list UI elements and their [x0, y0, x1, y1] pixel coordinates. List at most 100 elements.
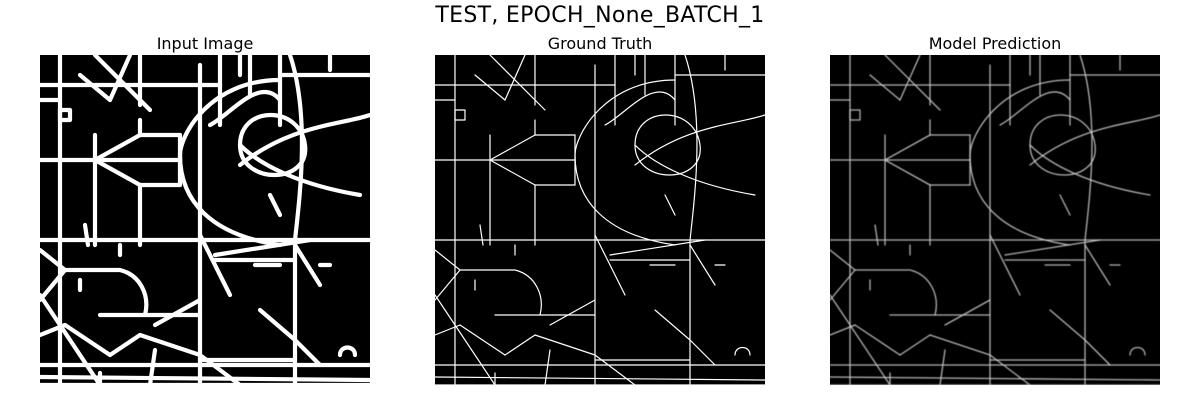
- road-segment: [594, 354, 636, 385]
- input-image: [40, 55, 370, 385]
- road-segment: [292, 337, 323, 368]
- road-segment: [1029, 114, 1160, 166]
- panel-title-prediction: Model Prediction: [928, 34, 1062, 53]
- road-segment: [939, 349, 946, 385]
- road-segment: [237, 142, 363, 198]
- panel-ground-truth: Ground Truth: [435, 33, 765, 385]
- road-segment: [830, 269, 856, 301]
- road-segment: [929, 334, 991, 356]
- road-segment: [854, 324, 901, 356]
- road-segment: [899, 55, 921, 101]
- road-segment: [489, 134, 536, 161]
- road-network: [40, 55, 370, 385]
- road-segment: [969, 79, 1071, 246]
- road-segment: [1079, 55, 1093, 241]
- panel-model-prediction: Model Prediction: [830, 33, 1160, 385]
- road-segment: [899, 334, 931, 356]
- road-segment: [40, 292, 103, 385]
- road-segment: [1084, 339, 1111, 366]
- road-segment: [40, 322, 68, 338]
- road-segment: [197, 232, 233, 298]
- road-segment: [435, 294, 496, 385]
- road-segment: [1029, 144, 1151, 196]
- road-segment: [287, 55, 305, 243]
- road-segment: [435, 269, 461, 301]
- road-segment: [459, 324, 506, 356]
- road-segment: [534, 334, 596, 356]
- road-segment: [689, 244, 716, 286]
- road-segment: [664, 194, 676, 216]
- road-segment: [459, 269, 542, 316]
- road-segment: [884, 134, 931, 161]
- road-segment: [504, 55, 526, 101]
- road-segment: [684, 55, 698, 241]
- road-segment: [504, 334, 536, 356]
- road-segment: [869, 74, 901, 101]
- road-segment: [77, 72, 113, 103]
- road-segment: [40, 267, 68, 303]
- road-segment: [82, 222, 91, 248]
- road-segment: [830, 376, 1160, 381]
- road-segment: [634, 114, 701, 176]
- road-segment: [989, 354, 1031, 385]
- road-segment: [830, 324, 856, 336]
- road-segment: [594, 234, 626, 296]
- road-segment: [549, 299, 596, 326]
- road-segment: [849, 109, 861, 121]
- road-segment: [435, 324, 461, 336]
- road-network: [830, 55, 1160, 385]
- road-segment: [237, 112, 308, 177]
- panel-title-ground-truth: Ground Truth: [547, 34, 653, 53]
- road-segment: [634, 114, 765, 166]
- road-segment: [92, 157, 143, 188]
- road-segment: [337, 345, 358, 358]
- model-prediction-image: [830, 55, 1160, 385]
- road-segment: [1049, 309, 1086, 341]
- road-network: [435, 55, 765, 385]
- road-segment: [609, 239, 706, 256]
- road-segment: [489, 159, 536, 186]
- road-segment: [604, 91, 676, 126]
- road-segment: [884, 159, 931, 186]
- road-segment: [40, 374, 370, 383]
- road-segment: [1004, 239, 1101, 256]
- road-segment: [137, 332, 203, 358]
- road-segment: [92, 132, 143, 163]
- road-segment: [944, 299, 991, 326]
- road-segment: [1084, 244, 1111, 286]
- road-segment: [207, 90, 283, 128]
- road-segment: [177, 77, 283, 248]
- road-segment: [62, 322, 113, 358]
- road-segment: [257, 307, 298, 343]
- road-segment: [267, 192, 283, 218]
- road-segment: [884, 55, 941, 111]
- road-segment: [152, 297, 203, 328]
- road-segment: [634, 144, 756, 196]
- road-segment: [237, 112, 370, 168]
- road-segment: [62, 267, 149, 318]
- panel-input-image: Input Image: [40, 33, 370, 385]
- road-segment: [107, 332, 143, 358]
- panel-title-input: Input Image: [156, 34, 254, 53]
- road-segment: [435, 249, 461, 271]
- road-segment: [292, 242, 323, 288]
- road-segment: [830, 249, 856, 271]
- road-segment: [999, 91, 1071, 126]
- road-segment: [454, 109, 466, 121]
- road-segment: [830, 294, 891, 385]
- road-segment: [1029, 114, 1096, 176]
- road-segment: [479, 224, 484, 246]
- road-segment: [474, 74, 506, 101]
- road-segment: [435, 376, 765, 381]
- road-segment: [989, 234, 1021, 296]
- road-segment: [1129, 346, 1146, 356]
- road-segment: [689, 339, 716, 366]
- road-segment: [544, 349, 551, 385]
- road-segment: [734, 346, 751, 356]
- road-segment: [489, 55, 546, 111]
- road-segment: [57, 107, 73, 123]
- figure-suptitle: TEST, EPOCH_None_BATCH_1: [435, 3, 765, 28]
- road-segment: [654, 309, 691, 341]
- road-segment: [1059, 194, 1071, 216]
- road-segment: [574, 79, 676, 246]
